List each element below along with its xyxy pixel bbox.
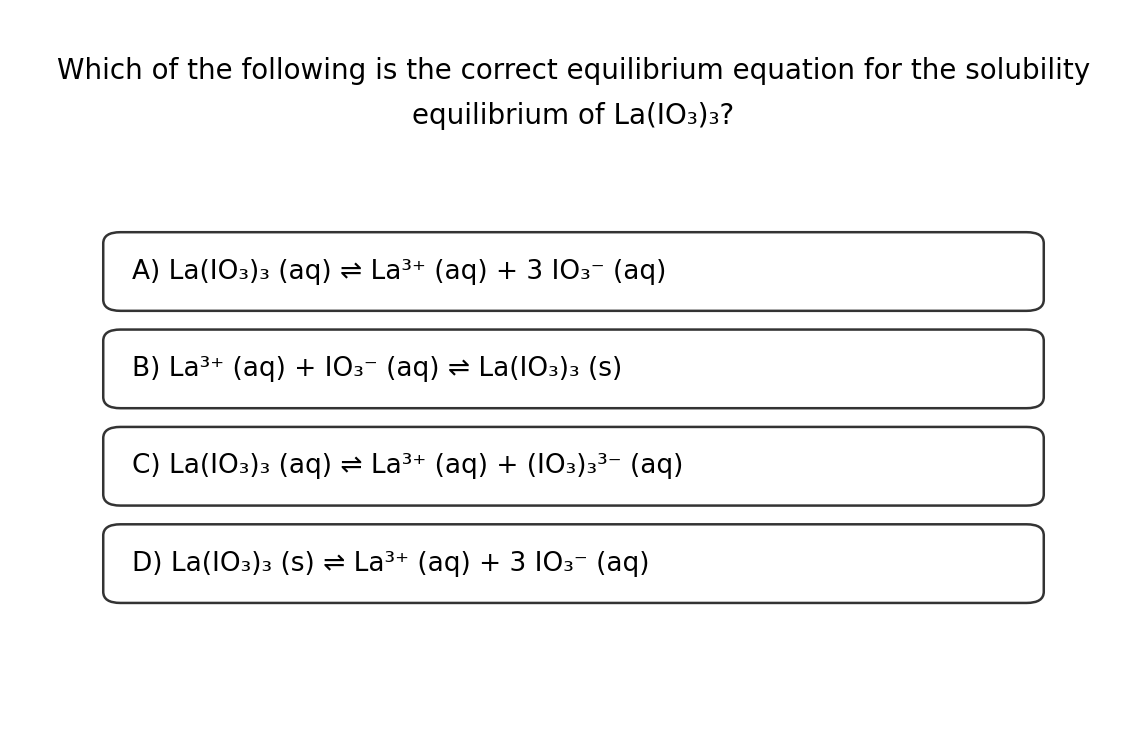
Text: D) La(IO₃)₃ (s) ⇌ La³⁺ (aq) + 3 IO₃⁻ (aq): D) La(IO₃)₃ (s) ⇌ La³⁺ (aq) + 3 IO₃⁻ (aq… bbox=[132, 551, 649, 577]
FancyBboxPatch shape bbox=[103, 524, 1044, 603]
Text: Which of the following is the correct equilibrium equation for the solubility: Which of the following is the correct eq… bbox=[57, 57, 1090, 85]
Text: C) La(IO₃)₃ (aq) ⇌ La³⁺ (aq) + (IO₃)₃³⁻ (aq): C) La(IO₃)₃ (aq) ⇌ La³⁺ (aq) + (IO₃)₃³⁻ … bbox=[132, 453, 684, 479]
FancyBboxPatch shape bbox=[103, 232, 1044, 311]
Text: A) La(IO₃)₃ (aq) ⇌ La³⁺ (aq) + 3 IO₃⁻ (aq): A) La(IO₃)₃ (aq) ⇌ La³⁺ (aq) + 3 IO₃⁻ (a… bbox=[132, 258, 666, 285]
Text: equilibrium of La(IO₃)₃?: equilibrium of La(IO₃)₃? bbox=[413, 102, 734, 130]
Text: B) La³⁺ (aq) + IO₃⁻ (aq) ⇌ La(IO₃)₃ (s): B) La³⁺ (aq) + IO₃⁻ (aq) ⇌ La(IO₃)₃ (s) bbox=[132, 356, 622, 382]
FancyBboxPatch shape bbox=[103, 330, 1044, 408]
FancyBboxPatch shape bbox=[103, 427, 1044, 506]
